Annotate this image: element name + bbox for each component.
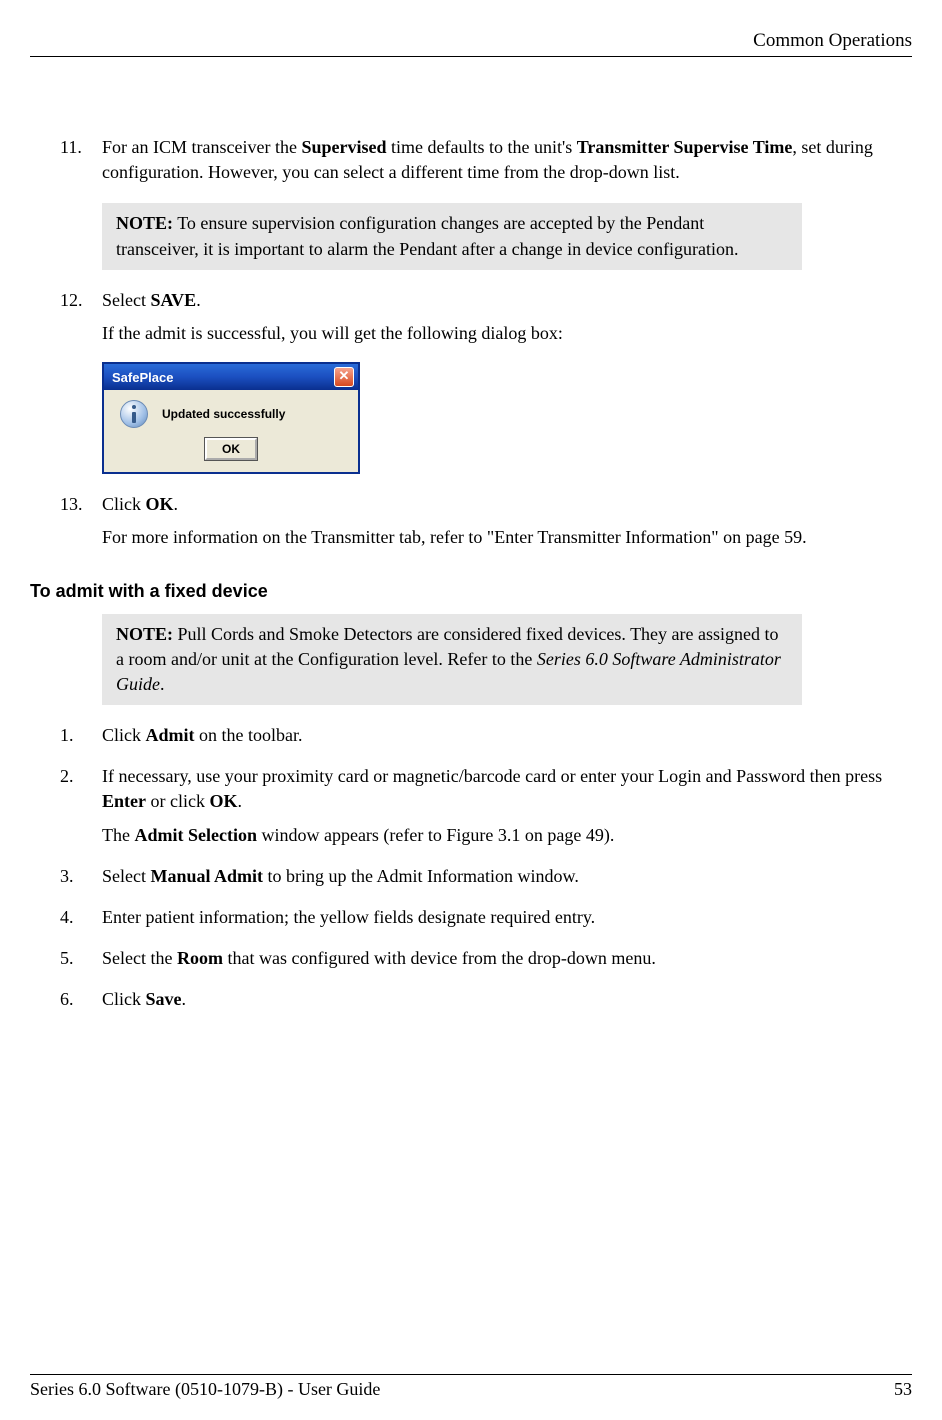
bold-text: Save	[146, 989, 182, 1009]
list-item: 1.Click Admit on the toolbar.	[60, 723, 902, 756]
list-body: Click Admit on the toolbar.	[102, 723, 902, 756]
text: that was configured with device from the…	[223, 948, 656, 968]
note-box: NOTE: To ensure supervision configuratio…	[102, 203, 802, 269]
text: Click	[102, 989, 146, 1009]
step-text: Click Save.	[102, 987, 902, 1012]
header-rule	[30, 56, 912, 57]
list-item: 3.Select Manual Admit to bring up the Ad…	[60, 864, 902, 897]
list-number: 1.	[60, 723, 102, 756]
step-text: Enter patient information; the yellow fi…	[102, 905, 902, 930]
text: Select	[102, 290, 150, 310]
bold-text: Supervised	[301, 137, 386, 157]
text: window appears (refer to Figure 3.1 on p…	[257, 825, 614, 845]
list-item: 5.Select the Room that was configured wi…	[60, 946, 902, 979]
list-number: 5.	[60, 946, 102, 979]
page-footer: Series 6.0 Software (0510-1079-B) - User…	[30, 1374, 912, 1400]
page-header: Common Operations	[30, 30, 912, 65]
dialog-body: Updated successfully OK	[104, 390, 358, 472]
list-body: Click OK. For more information on the Tr…	[102, 492, 902, 558]
list-item: 6.Click Save.	[60, 987, 902, 1020]
step-text: Select the Room that was configured with…	[102, 946, 902, 971]
text: .	[174, 494, 179, 514]
dialog-window: SafePlace ✕ Updated successfully OK	[102, 362, 360, 474]
list-number: 4.	[60, 905, 102, 938]
bold-text: Admit Selection	[134, 825, 256, 845]
bold-text: Admit	[146, 725, 195, 745]
text: Click	[102, 494, 146, 514]
footer-page-number: 53	[894, 1379, 912, 1400]
text: or click	[146, 791, 209, 811]
text: The	[102, 825, 134, 845]
header-section-title: Common Operations	[753, 30, 912, 51]
list-number: 2.	[60, 764, 102, 856]
list-item: 11.For an ICM transceiver the Supervised…	[60, 135, 902, 193]
step-text: For an ICM transceiver the Supervised ti…	[102, 135, 902, 185]
text: on the toolbar.	[195, 725, 303, 745]
note-box: NOTE: Pull Cords and Smoke Detectors are…	[102, 614, 802, 706]
text: Click	[102, 725, 146, 745]
footer-rule	[30, 1374, 912, 1375]
text: .	[196, 290, 201, 310]
close-button[interactable]: ✕	[334, 367, 354, 387]
step-text: Click OK.	[102, 492, 902, 517]
bold-text: SAVE	[150, 290, 196, 310]
list-item: 13. Click OK. For more information on th…	[60, 492, 902, 558]
list-number: 13.	[60, 492, 102, 558]
step-text: If necessary, use your proximity card or…	[102, 764, 902, 814]
list-number: 12.	[60, 288, 102, 354]
text: .	[182, 989, 187, 1009]
bold-text: Manual Admit	[150, 866, 263, 886]
list-body: Select the Room that was configured with…	[102, 946, 902, 979]
list-body: Click Save.	[102, 987, 902, 1020]
bold-text: Room	[177, 948, 223, 968]
list-body: Enter patient information; the yellow fi…	[102, 905, 902, 938]
dialog-titlebar: SafePlace ✕	[104, 364, 358, 390]
text: .	[238, 791, 243, 811]
list-body: Select Manual Admit to bring up the Admi…	[102, 864, 902, 897]
bold-text: OK	[146, 494, 174, 514]
ok-button[interactable]: OK	[205, 438, 257, 460]
bold-text: Transmitter Supervise Time	[577, 137, 793, 157]
text: For an ICM transceiver the	[102, 137, 301, 157]
list-body: If necessary, use your proximity card or…	[102, 764, 902, 856]
text: If necessary, use your proximity card or…	[102, 766, 882, 786]
step-text: Select SAVE.	[102, 288, 902, 313]
subheading: To admit with a fixed device	[30, 581, 902, 602]
text: .	[160, 674, 165, 694]
note-label: NOTE:	[116, 213, 173, 233]
step-text: Select Manual Admit to bring up the Admi…	[102, 864, 902, 889]
note-text: To ensure supervision configuration chan…	[116, 213, 739, 258]
step-text: The Admit Selection window appears (refe…	[102, 823, 902, 848]
text: time defaults to the unit's	[386, 137, 576, 157]
info-icon	[120, 400, 148, 428]
text: to bring up the Admit Information window…	[263, 866, 579, 886]
dialog-message: Updated successfully	[162, 407, 285, 421]
text: Enter patient information; the yellow fi…	[102, 907, 595, 927]
bold-text: OK	[209, 791, 237, 811]
list-item: 4.Enter patient information; the yellow …	[60, 905, 902, 938]
text: Select the	[102, 948, 177, 968]
list-body: Select SAVE. If the admit is successful,…	[102, 288, 902, 354]
dialog-title: SafePlace	[112, 370, 173, 385]
footer-left: Series 6.0 Software (0510-1079-B) - User…	[30, 1379, 380, 1400]
list-item: 12. Select SAVE. If the admit is success…	[60, 288, 902, 354]
note-text: Pull Cords and Smoke Detectors are consi…	[116, 624, 781, 694]
step-text: Click Admit on the toolbar.	[102, 723, 902, 748]
bold-text: Enter	[102, 791, 146, 811]
dialog-row: Updated successfully	[114, 400, 348, 428]
text: Select	[102, 866, 150, 886]
list-number: 3.	[60, 864, 102, 897]
step-text: If the admit is successful, you will get…	[102, 321, 902, 346]
list-body: For an ICM transceiver the Supervised ti…	[102, 135, 902, 193]
list-number: 6.	[60, 987, 102, 1020]
list-item: 2.If necessary, use your proximity card …	[60, 764, 902, 856]
step-text: For more information on the Transmitter …	[102, 525, 902, 550]
page-content: 11.For an ICM transceiver the Supervised…	[30, 135, 912, 1021]
list-number: 11.	[60, 135, 102, 193]
note-label: NOTE:	[116, 624, 173, 644]
